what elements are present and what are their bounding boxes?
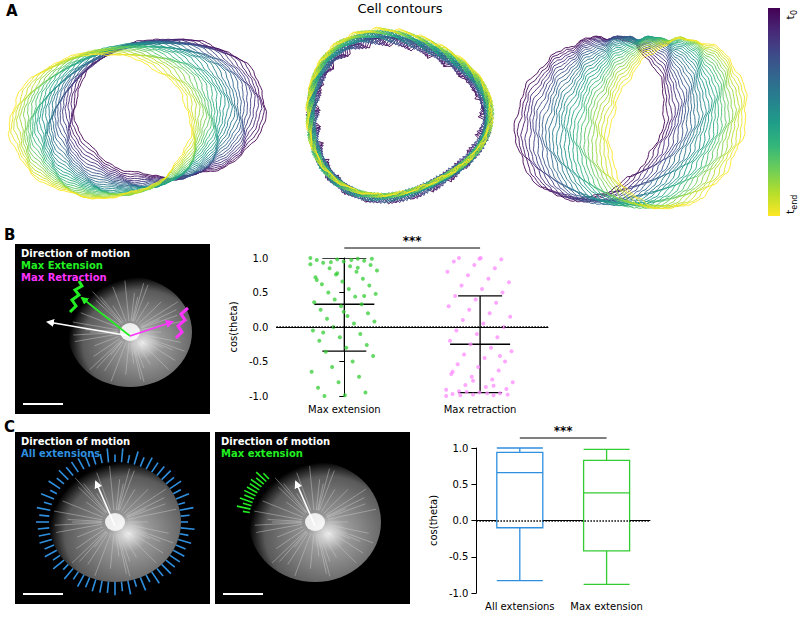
svg-text:Direction of motion: Direction of motion [21, 248, 130, 259]
svg-text:B: B [4, 226, 15, 244]
svg-text:Cell contours: Cell contours [357, 1, 442, 16]
svg-text:-0.5: -0.5 [249, 356, 269, 367]
svg-text:-0.5: -0.5 [449, 551, 469, 562]
svg-text:1.0: 1.0 [453, 443, 469, 454]
svg-text:0.5: 0.5 [453, 479, 469, 490]
svg-text:Max Retraction: Max Retraction [21, 272, 107, 283]
svg-text:A: A [6, 2, 18, 20]
svg-text:-1.0: -1.0 [249, 391, 269, 402]
svg-text:***: *** [403, 234, 423, 248]
svg-text:***: *** [554, 424, 574, 438]
svg-text:All extensions: All extensions [485, 601, 555, 612]
svg-text:Direction of motion: Direction of motion [221, 436, 330, 447]
svg-text:Direction of motion: Direction of motion [21, 436, 130, 447]
svg-text:Max Extension: Max Extension [21, 260, 103, 271]
svg-text:Max extension: Max extension [221, 448, 303, 459]
svg-text:C: C [4, 418, 15, 436]
svg-text:Max retraction: Max retraction [444, 404, 517, 415]
svg-text:Max extension: Max extension [570, 601, 643, 612]
svg-text:tend: tend [784, 195, 799, 214]
svg-text:cos(theta): cos(theta) [428, 495, 439, 546]
svg-text:0.0: 0.0 [253, 322, 269, 333]
svg-text:t0: t0 [784, 10, 799, 19]
svg-text:0.5: 0.5 [253, 287, 269, 298]
svg-text:cos(theta): cos(theta) [228, 301, 239, 352]
svg-text:All extensions: All extensions [21, 448, 100, 459]
svg-text:-1.0: -1.0 [449, 588, 469, 599]
svg-text:Max extension: Max extension [308, 404, 381, 415]
svg-text:1.0: 1.0 [253, 253, 269, 264]
svg-text:0.0: 0.0 [453, 515, 469, 526]
